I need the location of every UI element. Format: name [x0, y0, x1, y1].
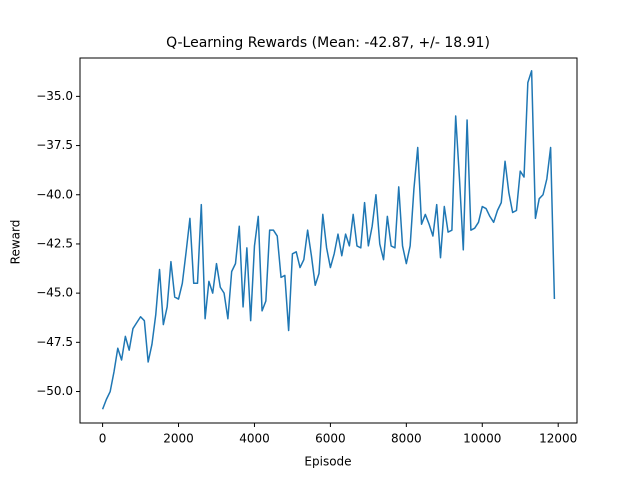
x-tick-label: 6000: [315, 432, 346, 446]
x-tick-label: 4000: [239, 432, 270, 446]
x-tick-label: 2000: [163, 432, 194, 446]
line-series: [101, 70, 556, 410]
y-tick-label: −45.0: [36, 286, 73, 300]
plot-frame: [79, 57, 578, 424]
y-tick-label: −40.0: [36, 187, 73, 201]
x-tick-label: 8000: [391, 432, 422, 446]
x-tick-label: 0: [99, 432, 107, 446]
y-axis-label: Reward: [9, 220, 23, 265]
x-tick-label: 10000: [463, 432, 501, 446]
y-tick-label: −37.5: [36, 138, 73, 152]
x-tick-label: 12000: [539, 432, 577, 446]
chart-title: Q-Learning Rewards (Mean: -42.87, +/- 18…: [166, 35, 490, 51]
y-tick-label: −42.5: [36, 236, 73, 250]
x-axis-label: Episode: [304, 455, 351, 469]
y-tick-label: −47.5: [36, 335, 73, 349]
y-tick-label: −35.0: [36, 89, 73, 103]
y-tick-label: −50.0: [36, 384, 73, 398]
